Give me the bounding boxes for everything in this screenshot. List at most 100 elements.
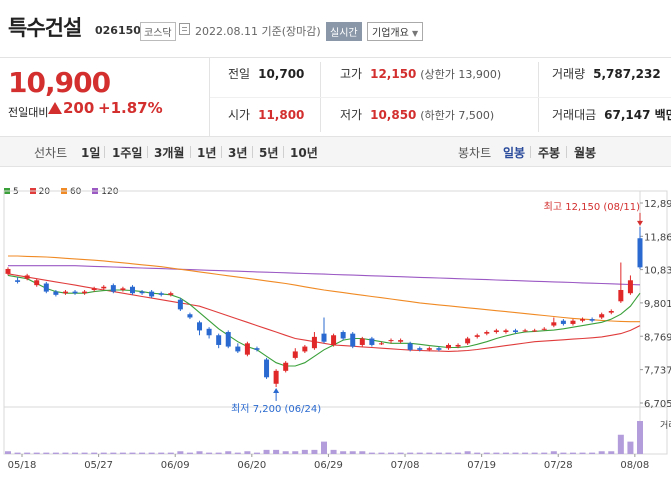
volume-bar	[589, 452, 596, 454]
candle-body	[417, 348, 423, 350]
divider	[283, 146, 284, 158]
divider	[104, 146, 105, 158]
y-tick-label: 8,769	[644, 332, 671, 343]
candle-body	[560, 320, 566, 324]
volume-bar	[24, 452, 31, 454]
candle-body	[216, 335, 222, 345]
volume-bar	[455, 452, 462, 454]
y-tick-label: 7,737	[644, 366, 671, 377]
volume-bar	[426, 452, 433, 454]
volume-bar	[637, 421, 643, 454]
stat-value: 10,700	[258, 67, 305, 81]
change-percent: +1.87%	[98, 99, 163, 117]
company-info-dropdown[interactable]: 기업개요 ▼	[367, 22, 424, 41]
candle-body	[244, 343, 250, 355]
volume-bar	[158, 452, 165, 454]
volume-bar	[321, 441, 327, 454]
volume-bar	[91, 452, 98, 454]
price-stats: 전일 10,700 시가 11,800 고가 12,150 (상한가 13,900) …	[210, 58, 671, 136]
y-tick-label: 11,86	[644, 232, 671, 243]
tab-1w[interactable]: 1주일	[112, 146, 143, 160]
candle-body	[302, 346, 308, 352]
divider	[252, 146, 253, 158]
price-summary: 10,900 전일대비 200 +1.87%	[0, 58, 210, 136]
candle-body	[168, 293, 174, 295]
legend-label: 5	[13, 187, 19, 197]
max-arrow-head	[637, 220, 643, 226]
stat-label: 전일	[228, 67, 251, 81]
candle-body	[331, 335, 337, 345]
volume-bar	[14, 452, 21, 454]
candle-body	[618, 289, 624, 302]
volume-bar	[349, 451, 356, 454]
company-info-label: 기업개요	[372, 28, 409, 39]
realtime-button[interactable]: 실시간	[326, 22, 362, 41]
volume-bar	[388, 452, 395, 454]
volume-bar	[62, 452, 69, 454]
candle-body	[369, 338, 375, 345]
stat-value: 5,787,232	[593, 67, 661, 81]
candle-body	[340, 332, 346, 339]
volume-bar	[100, 452, 107, 454]
tab-5y[interactable]: 5년	[259, 146, 279, 160]
candle-body	[455, 344, 461, 347]
x-tick-label: 07/08	[391, 460, 420, 471]
tab-10y[interactable]: 10년	[290, 146, 318, 160]
min-annotation: 최저 7,200 (06/24)	[231, 403, 321, 415]
candle-body	[503, 330, 509, 333]
candle-body	[359, 338, 365, 345]
stock-name[interactable]: 특수건설	[8, 16, 82, 40]
volume-bar	[177, 451, 184, 454]
volume-bar	[52, 452, 59, 454]
y-tick-label: 10,83	[644, 266, 671, 277]
candle-body	[589, 319, 595, 321]
candle-body	[91, 288, 97, 290]
tab-3m[interactable]: 3개월	[154, 146, 185, 160]
volume-bar	[43, 452, 50, 454]
candle-body	[43, 283, 49, 292]
divider	[221, 146, 222, 158]
volume-bar	[72, 452, 79, 454]
stat-volume: 거래량 5,787,232	[552, 65, 661, 82]
candlestick-chart[interactable]: 12,89 11,86 10,83 9,801 8,769 7,737 6,705 05/18…	[0, 167, 671, 490]
candle-body	[235, 346, 241, 352]
tab-monthly[interactable]: 월봉	[574, 146, 597, 160]
y-tick-label: 9,801	[644, 299, 671, 310]
stat-value: 10,850	[370, 108, 417, 122]
tab-daily[interactable]: 일봉	[503, 146, 526, 160]
candle-body	[72, 291, 78, 294]
x-tick-label: 07/19	[467, 460, 496, 471]
stat-label: 저가	[340, 108, 363, 122]
volume-bar	[560, 452, 567, 454]
divider	[530, 146, 531, 158]
change-amount: 200	[63, 99, 95, 117]
stat-label: 거래대금	[552, 108, 597, 122]
candle-body	[445, 344, 451, 349]
volume-bar	[311, 449, 318, 454]
upper-limit: (상한가 13,900)	[420, 68, 502, 81]
stock-header: 특수건설 026150 코스닥 2022.08.11 기준(장마감) 실시간 기…	[0, 0, 671, 58]
tab-1y[interactable]: 1년	[197, 146, 217, 160]
candle-body	[321, 333, 327, 342]
candle-body	[426, 348, 432, 350]
candle-body	[158, 293, 164, 295]
candle-body	[101, 286, 107, 289]
tab-1d[interactable]: 1일	[81, 146, 101, 160]
tab-weekly[interactable]: 주봉	[538, 146, 561, 160]
candle-body	[398, 340, 404, 342]
volume-bar	[627, 441, 634, 454]
volume-bar	[608, 451, 615, 454]
candle-body	[522, 330, 528, 332]
volume-bar	[215, 452, 222, 454]
candle-body	[283, 362, 289, 371]
volume-bar	[416, 452, 423, 454]
tab-3y[interactable]: 3년	[228, 146, 248, 160]
volume-bar	[273, 449, 280, 454]
candle-body	[273, 370, 279, 384]
candle-body	[53, 291, 59, 295]
volume-bar	[225, 451, 232, 454]
stat-label: 시가	[228, 108, 251, 122]
volume-bar	[186, 452, 193, 454]
volume-bar	[263, 449, 270, 454]
volume-bar	[502, 452, 509, 454]
